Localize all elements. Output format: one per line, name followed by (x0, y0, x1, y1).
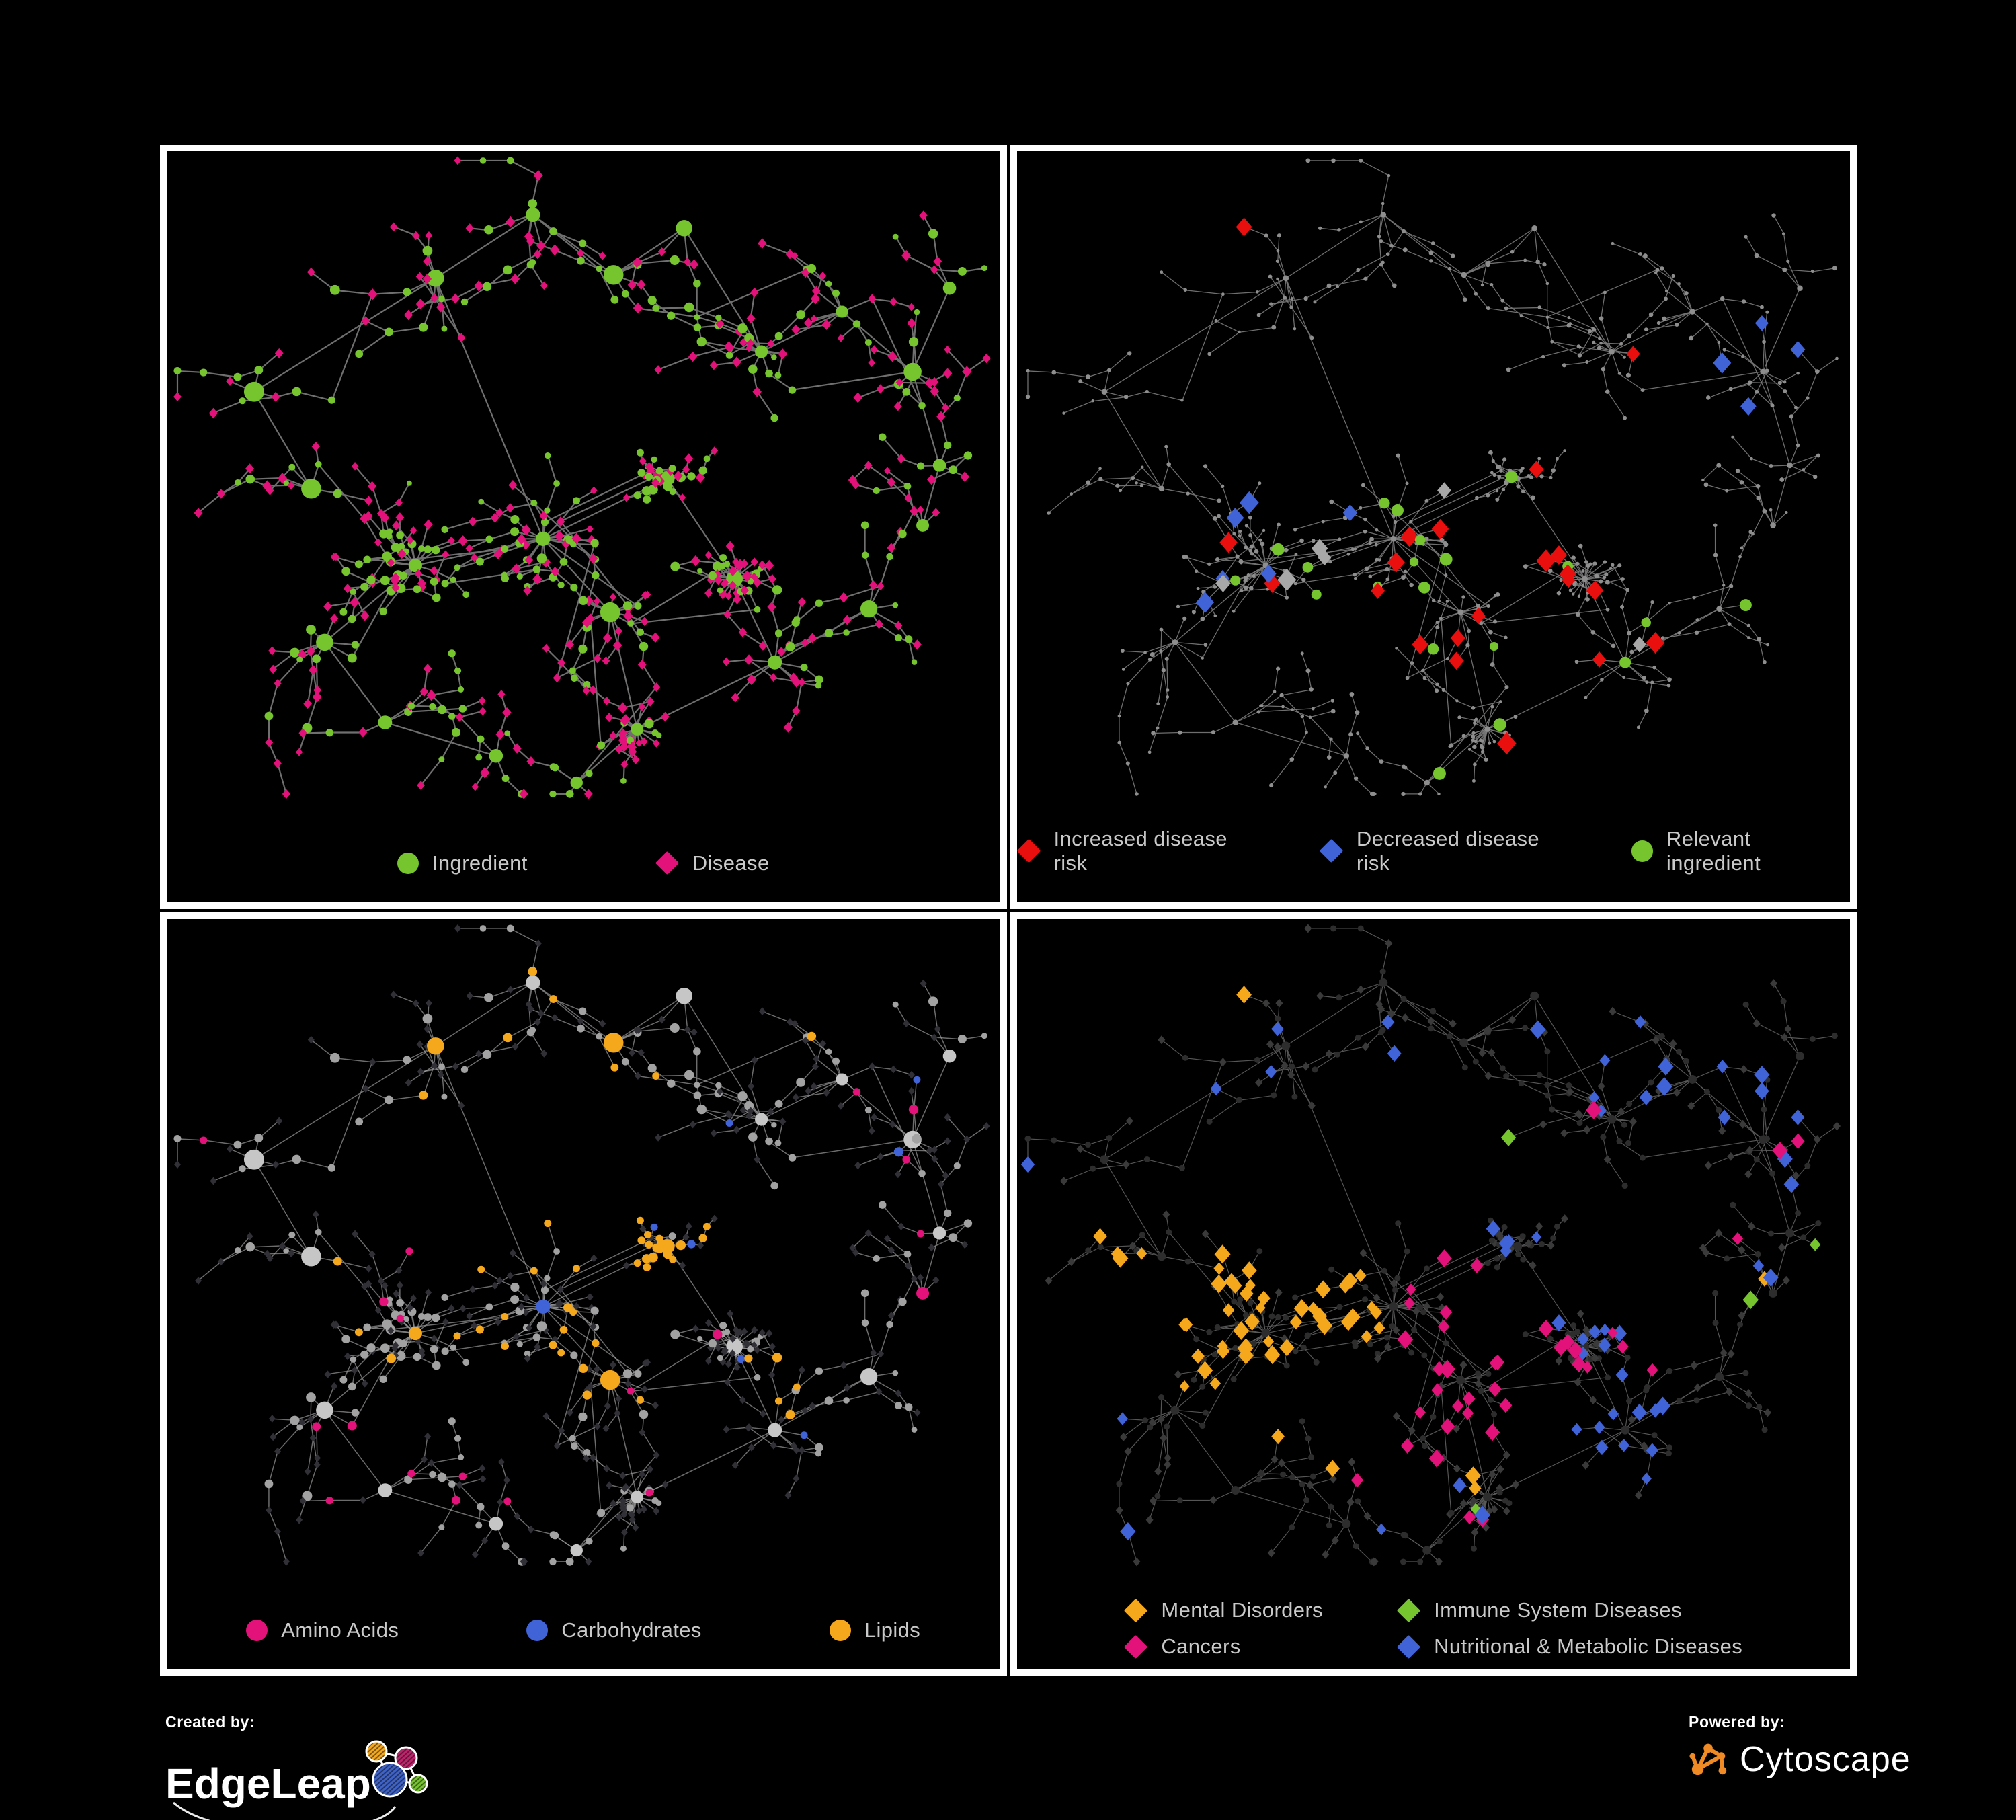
powered-by-block: Powered by: Cytoscape (1689, 1713, 1911, 1782)
legend-item: Increased disease risk (1016, 826, 1266, 875)
cytoscape-logo-icon (1689, 1737, 1730, 1782)
legend-label: Carbohydrates (561, 1618, 702, 1642)
legend-label: Cancers (1161, 1634, 1241, 1658)
panel-ingredient-disease: Ingredient Disease (160, 145, 1007, 909)
cytoscape-name: Cytoscape (1740, 1739, 1911, 1779)
legend-swatch-diamond-icon (1124, 1598, 1148, 1622)
disease-risk-network-graph (1025, 158, 1839, 796)
legend-item: Immune System Diseases (1396, 1598, 1742, 1622)
legend-swatch-circle-icon (397, 852, 419, 874)
legend-swatch-diamond-icon (1319, 838, 1344, 863)
created-by-block: Created by: EdgeLeap (165, 1713, 454, 1820)
ingredient-disease-network-graph (173, 156, 991, 799)
legend-item: Mental Disorders (1124, 1598, 1323, 1622)
legend-swatch-circle-icon (1631, 840, 1653, 862)
disease-risk-legend: Increased disease risk Decreased disease … (1016, 826, 1851, 875)
cytoscape-row: Cytoscape (1689, 1737, 1911, 1782)
legend-label: Nutritional & Metabolic Diseases (1434, 1634, 1743, 1658)
cytoscape-glyph-svg (1689, 1743, 1727, 1776)
legend-label: Amino Acids (281, 1618, 399, 1642)
powered-by-label: Powered by: (1689, 1713, 1785, 1731)
legend-swatch-circle-icon (246, 1620, 268, 1641)
legend-item: Amino Acids (246, 1618, 399, 1643)
legend-swatch-circle-icon (526, 1620, 549, 1641)
legend-item: Disease (655, 851, 770, 875)
edgeleap-logo-svg: EdgeLeap (165, 1740, 428, 1820)
panels-grid: Ingredient Disease Increased disease risk… (160, 145, 1857, 1676)
legend-swatch-diamond-icon (1124, 1634, 1148, 1659)
created-by-label: Created by: (165, 1713, 255, 1731)
legend-item: Carbohydrates (526, 1618, 702, 1643)
panel-disease-groups: Mental Disorders Immune System Diseases Ca… (1010, 912, 1857, 1676)
legend-label: Relevant ingredient (1666, 826, 1761, 875)
disease-groups-legend: Mental Disorders Immune System Diseases Ca… (1017, 1598, 1851, 1659)
disease-groups-network-graph (1020, 923, 1841, 1566)
legend-swatch-circle-icon (829, 1620, 851, 1641)
nutrient-groups-legend: Amino Acids Carbohydrates Lipids (167, 1618, 1000, 1643)
panel-disease-risk: Increased disease risk Decreased disease … (1010, 145, 1857, 909)
legend-item: Relevant ingredient (1631, 827, 1850, 875)
legend-label: Lipids (864, 1618, 921, 1642)
nutrient-groups-network-graph (173, 924, 990, 1566)
legend-label: Increased disease risk (1053, 826, 1227, 875)
legend-label: Decreased disease risk (1356, 826, 1540, 875)
legend-swatch-diamond-icon (655, 850, 679, 875)
panel-nutrient-groups: Amino Acids Carbohydrates Lipids (160, 912, 1007, 1676)
legend-label: Ingredient (432, 850, 528, 875)
edgeleap-name: EdgeLeap (165, 1759, 371, 1808)
edgeleap-logo: EdgeLeap (165, 1731, 454, 1820)
legend-item: Lipids (829, 1618, 921, 1643)
ingredient-disease-legend: Ingredient Disease (167, 851, 1000, 875)
legend-label: Disease (692, 850, 770, 875)
legend-swatch-diamond-icon (1016, 838, 1041, 863)
legend-label: Immune System Diseases (1434, 1598, 1682, 1622)
legend-item: Nutritional & Metabolic Diseases (1396, 1634, 1743, 1659)
legend-swatch-diamond-icon (1396, 1634, 1421, 1659)
legend-swatch-diamond-icon (1396, 1598, 1421, 1622)
legend-item: Cancers (1124, 1634, 1323, 1659)
legend-item: Decreased disease risk (1319, 826, 1578, 875)
legend-label: Mental Disorders (1161, 1598, 1324, 1622)
legend-item: Ingredient (397, 851, 528, 875)
